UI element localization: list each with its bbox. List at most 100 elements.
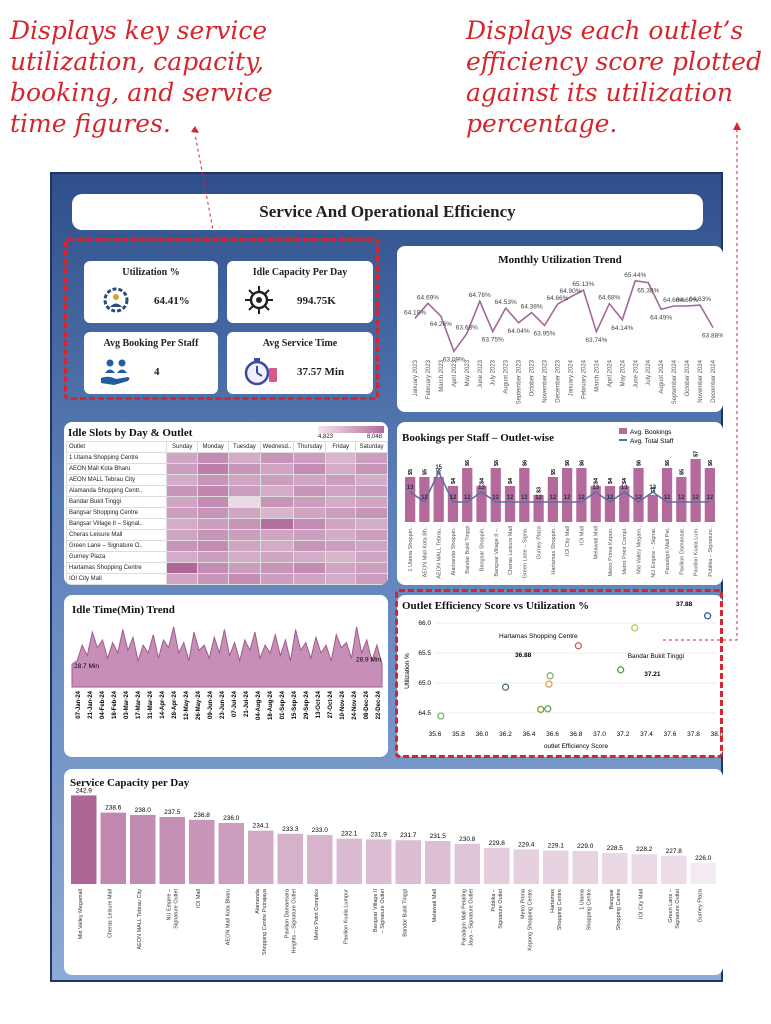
bookings-x-tick: Melawati Mall	[594, 526, 600, 559]
idle-time-panel: Idle Time(Min) Trend 28.7 Min 28.9 Min 07-…	[64, 595, 388, 757]
capacity-x-tick: 1 Utama	[579, 888, 585, 910]
utilization-x-tick: October 2023	[530, 359, 536, 396]
utilization-data-label: 63.95%	[534, 331, 556, 338]
heatmap-row: Bangsar Village II – Signat..	[65, 518, 388, 530]
idle-time-x-tick: 17-Mar-24	[136, 690, 142, 719]
heatmap-row: Hartamas Shopping Centre	[65, 562, 388, 574]
heatmap-cell	[259, 463, 295, 475]
heatmap-cell	[293, 485, 327, 497]
idle-time-x-tick: 10-Nov-24	[340, 690, 346, 719]
heatmap-legend-max: 8,048	[367, 434, 383, 440]
staff-data-label: 12	[678, 495, 685, 501]
idle-time-x-tick: 12-May-24	[184, 690, 190, 720]
capacity-x-tick: Pavilion Kuala Lumpur	[343, 889, 349, 944]
capacity-bar-label: 231.7	[400, 832, 417, 839]
heatmap-row-label: Bangsar Village II – Signat..	[65, 518, 168, 530]
capacity-bar	[631, 854, 657, 884]
idle-time-title: Idle Time(Min) Trend	[72, 604, 175, 616]
bookings-bar	[519, 468, 530, 522]
bookings-bar-label: $5	[551, 469, 557, 475]
heatmap-cell	[259, 573, 295, 585]
scatter-x-tick: 38.0	[711, 731, 723, 738]
capacity-x-tick: Shopping Centre	[557, 889, 563, 930]
heatmap-row: Alamanda Shopping Centr..	[65, 485, 388, 497]
stopwatch-icon	[244, 358, 277, 386]
legend-label-staff: Avg. Total Staff	[630, 438, 674, 445]
heatmap-row-label: AEON MALL Tebrau City	[65, 474, 168, 486]
scatter-x-tick: 37.2	[617, 731, 630, 738]
heatmap-row-label: AEON Mall Kota Bharu	[65, 463, 168, 475]
bookings-bar	[690, 459, 701, 522]
bookings-x-tick: Gurney Plaza	[537, 525, 543, 559]
utilization-data-label: 64.38%	[521, 304, 543, 311]
bookings-x-tick: Publika – Signature..	[708, 526, 714, 577]
kpi-title: Avg Booking Per Staff	[103, 338, 199, 349]
scatter-x-tick: 35.8	[452, 731, 465, 738]
heatmap-cell	[259, 562, 295, 574]
heatmap-cell	[259, 529, 295, 541]
capacity-bar-label: 229.8	[489, 840, 506, 847]
capacity-bar	[159, 817, 185, 884]
heatmap-column-header: Saturday	[355, 441, 388, 453]
bookings-bar-label: $6	[708, 460, 714, 466]
utilization-data-label: 63.68%	[456, 325, 478, 332]
capacity-x-tick: Signature Outlet	[675, 889, 681, 929]
heatmap-row: 1 Utama Shopping Centre	[65, 452, 388, 464]
bookings-per-staff-panel: Bookings per Staff – Outlet-wise Avg. Bo…	[397, 422, 723, 585]
bookings-bar-label: $5	[408, 469, 414, 475]
heatmap-cell	[325, 551, 357, 563]
heatmap-cell	[325, 573, 357, 585]
idle-time-x-tick: 13-Oct-24	[316, 690, 322, 718]
scatter-x-tick: 36.0	[476, 731, 489, 738]
staff-data-label: 12	[607, 495, 614, 501]
heatmap-row-label: Cheras Leisure Mall	[65, 529, 168, 541]
capacity-bar	[307, 835, 333, 884]
capacity-x-tick: Gurney Plaza	[697, 888, 703, 922]
efficiency-scatter-chart: 64.5 65.0 65.5 66.0 35.6 35.8 36.0 36.2 36.4 36.6…	[404, 601, 723, 750]
capacity-bar	[248, 830, 274, 884]
idle-time-start-label: 28.7 Min	[74, 663, 99, 670]
bookings-bar-label: $7	[694, 451, 700, 457]
bookings-bar	[633, 468, 644, 522]
kpi-card-avg-booking: Avg Booking Per Staff 4	[84, 332, 218, 394]
bookings-x-tick: Metro Point Compl..	[622, 526, 628, 575]
staff-data-label: 12	[464, 495, 471, 501]
heatmap-cell	[166, 540, 199, 552]
monthly-utilization-title: Monthly Utilization Trend	[498, 254, 622, 266]
utilization-x-tick: October 2024	[685, 359, 691, 396]
bookings-x-tick: AEON Mall Kota Bh..	[422, 526, 428, 578]
capacity-x-tick: Bangsar Village II	[373, 889, 379, 932]
scatter-point	[544, 705, 552, 713]
capacity-bar-label: 229.4	[518, 841, 535, 848]
heatmap-cell	[355, 485, 388, 497]
legend-swatch-bookings	[619, 428, 627, 434]
staff-data-label: 12	[450, 495, 457, 501]
heatmap-cell	[166, 584, 199, 585]
capacity-x-tick: IOI City Mall	[638, 889, 644, 919]
staff-data-label: 12	[707, 495, 714, 501]
bookings-bar	[547, 477, 558, 522]
scatter-point	[437, 712, 445, 720]
capacity-x-tick: NU Empire –	[166, 888, 172, 920]
capacity-x-tick: AEON Mall Kota Bharu	[225, 889, 231, 945]
staff-data-label: 12	[507, 495, 514, 501]
heatmap-cell	[228, 573, 261, 585]
utilization-data-label: 64.69%	[417, 294, 439, 301]
utilization-x-tick: September 2024	[672, 359, 678, 404]
heatmap-cell	[228, 540, 261, 552]
utilization-x-tick: March 2024	[594, 359, 600, 391]
utilization-data-label: 64.68%	[598, 295, 620, 302]
capacity-bar	[366, 839, 392, 884]
utilization-data-label: 64.90%	[559, 288, 581, 295]
capacity-bar-label: 229.0	[577, 843, 594, 850]
utilization-x-tick: June 2023	[478, 359, 484, 388]
kpi-value: 994.75K	[297, 295, 336, 307]
heatmap-row-label: Bangsar Shopping Centre	[65, 507, 168, 519]
idle-time-x-tick: 04-Feb-24	[100, 690, 106, 719]
utilization-x-tick: November 2023	[543, 359, 549, 402]
efficiency-scatter-panel: Outlet Efficiency Score vs Utilization %…	[397, 595, 723, 757]
scatter-x-tick: 37.4	[640, 731, 653, 738]
staff-data-label: 12	[635, 495, 642, 501]
utilization-x-tick: May 2023	[465, 359, 471, 386]
heatmap-cell	[228, 485, 261, 497]
